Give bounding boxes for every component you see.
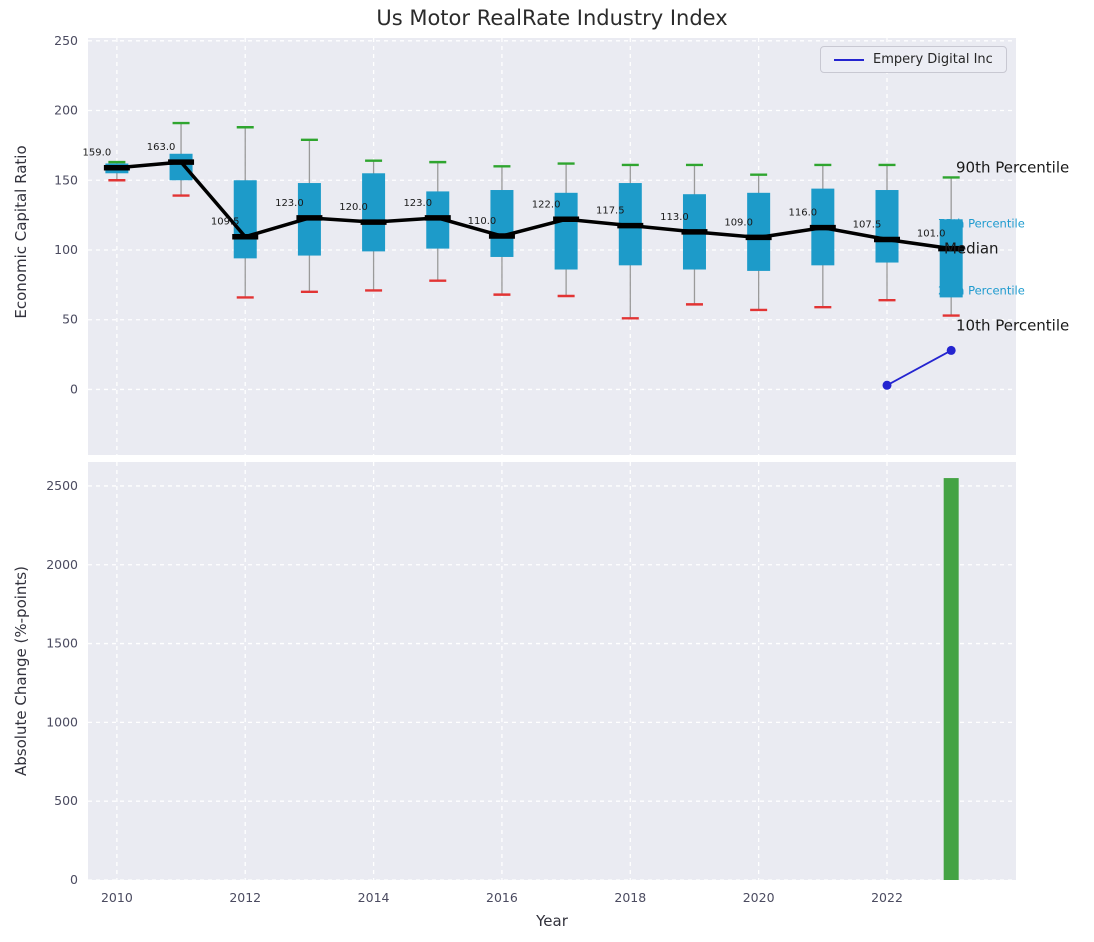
- median-value-label: 123.0: [403, 198, 432, 209]
- median-value-label: 122.0: [532, 199, 561, 210]
- median-value-label: 109.0: [724, 217, 753, 228]
- y-tick-label-bottom: 1000: [46, 714, 78, 729]
- x-tick-label: 2020: [743, 890, 775, 905]
- annotation-10th-percentile: 10th Percentile: [956, 316, 1069, 334]
- median-value-label: 116.0: [789, 208, 818, 219]
- legend-label: Empery Digital Inc: [873, 52, 993, 67]
- top-y-axis-label: Economic Capital Ratio: [12, 145, 30, 319]
- legend: Empery Digital Inc: [820, 46, 1007, 73]
- y-tick-label-top: 150: [54, 172, 78, 187]
- x-tick-label: 2012: [229, 890, 261, 905]
- annotation-90th-percentile: 90th Percentile: [956, 159, 1069, 177]
- x-tick-label: 2018: [614, 890, 646, 905]
- y-tick-label-bottom: 1500: [46, 636, 78, 651]
- median-value-label: 113.0: [660, 212, 689, 223]
- median-value-label: 123.0: [275, 198, 304, 209]
- y-tick-label-top: 100: [54, 242, 78, 257]
- bottom-y-axis-label: Absolute Change (%-points): [12, 566, 30, 776]
- x-tick-label: 2010: [101, 890, 133, 905]
- iqr-box: [362, 173, 386, 252]
- iqr-box: [875, 190, 899, 263]
- median-value-label: 163.0: [147, 142, 176, 153]
- x-tick-label: 2014: [358, 890, 390, 905]
- median-value-label: 101.0: [917, 229, 946, 240]
- x-tick-label: 2016: [486, 890, 518, 905]
- empery-digital-inc-point: [882, 380, 892, 390]
- median-value-label: 117.5: [596, 206, 625, 217]
- median-value-label: 159.0: [83, 148, 112, 159]
- y-tick-label-top: 50: [62, 312, 78, 327]
- plot-area-bottom: [88, 462, 1016, 880]
- iqr-box: [747, 192, 771, 271]
- x-axis-label: Year: [536, 912, 568, 930]
- y-tick-label-top: 0: [70, 381, 78, 396]
- median-value-label: 109.5: [211, 217, 240, 228]
- empery-digital-inc-line: [886, 349, 952, 387]
- chart-title: Us Motor RealRate Industry Index: [376, 6, 728, 30]
- iqr-box: [169, 153, 193, 181]
- y-tick-label-bottom: 500: [54, 793, 78, 808]
- y-tick-label-bottom: 0: [70, 872, 78, 887]
- y-tick-label-bottom: 2500: [46, 478, 78, 493]
- change-bar: [943, 478, 959, 880]
- y-tick-label-bottom: 2000: [46, 557, 78, 572]
- iqr-box: [490, 190, 514, 257]
- legend-line-sample: [834, 58, 864, 61]
- y-tick-label-top: 250: [54, 33, 78, 48]
- y-tick-label-top: 200: [54, 103, 78, 118]
- median-value-label: 120.0: [339, 202, 368, 213]
- iqr-box: [939, 219, 963, 298]
- median-value-label: 107.5: [853, 220, 882, 231]
- x-tick-label: 2022: [871, 890, 903, 905]
- annotation-median: Median: [944, 240, 999, 258]
- median-value-label: 110.0: [468, 216, 497, 227]
- iqr-box: [554, 192, 578, 270]
- empery-digital-inc-point: [946, 345, 956, 355]
